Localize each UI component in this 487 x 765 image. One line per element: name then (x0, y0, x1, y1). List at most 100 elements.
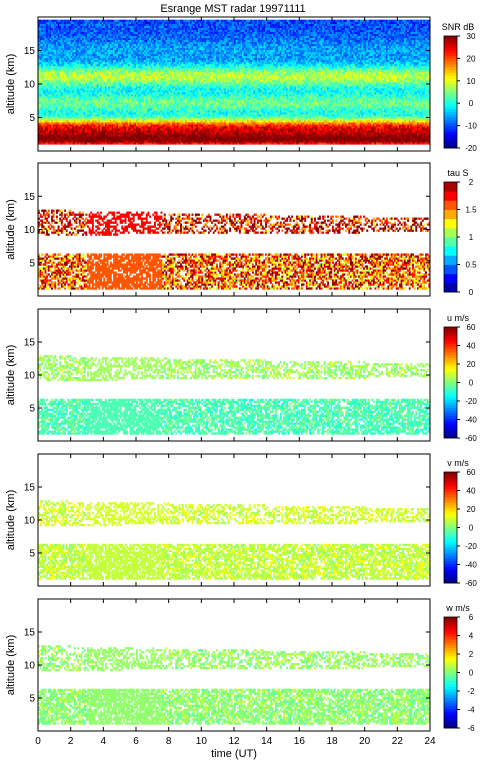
heatmap-cell (77, 45, 80, 49)
heatmap-cell (72, 59, 75, 63)
heatmap-cell (87, 43, 89, 47)
heatmap-cell (75, 112, 78, 115)
heatmap-cell (85, 88, 88, 91)
heatmap-cell (54, 130, 57, 133)
heatmap-cell (44, 98, 47, 101)
heatmap-cell (60, 61, 63, 65)
heatmap-cell (67, 41, 70, 45)
heatmap-cell (72, 25, 75, 29)
heatmap-cell (39, 39, 42, 43)
heatmap-cell (75, 49, 78, 53)
heatmap-cell (39, 114, 42, 117)
heatmap-cell (72, 27, 75, 31)
heatmap-cell (87, 33, 89, 37)
heatmap-cell (80, 59, 83, 63)
heatmap-cell (83, 81, 86, 85)
heatmap-cell (62, 142, 65, 145)
heatmap-cell (78, 128, 81, 131)
heatmap-cell (91, 23, 94, 27)
heatmap-cell (82, 134, 85, 137)
heatmap-cell (52, 31, 55, 35)
heatmap-cell (93, 112, 96, 115)
heatmap-cell (85, 116, 88, 119)
heatmap-cell (57, 61, 60, 65)
heatmap-cell (95, 100, 98, 103)
heatmap-cell (39, 27, 42, 31)
heatmap-cell (78, 59, 81, 63)
heatmap-cell (96, 114, 99, 117)
heatmap-cell (62, 49, 65, 53)
heatmap-cell (52, 84, 55, 87)
heatmap-cell (91, 110, 94, 113)
heatmap-cell (93, 84, 96, 87)
heatmap-cell (88, 126, 91, 129)
heatmap-cell (44, 116, 47, 119)
heatmap-cell (38, 94, 40, 97)
heatmap-cell (38, 35, 40, 39)
heatmap-cell (64, 59, 67, 63)
heatmap-cell (54, 39, 57, 43)
heatmap-cell (42, 94, 45, 97)
heatmap-cell (95, 142, 98, 145)
heatmap-cell (77, 29, 80, 33)
heatmap-cell (83, 124, 86, 127)
heatmap-cell (80, 73, 83, 77)
heatmap-cell (82, 102, 85, 105)
heatmap-cell (78, 122, 81, 125)
heatmap-cell (85, 75, 88, 79)
heatmap-cell (82, 59, 85, 63)
heatmap-cell (64, 37, 67, 41)
heatmap-cell (51, 73, 53, 77)
heatmap-cell (69, 55, 71, 59)
heatmap-cell (83, 132, 86, 135)
heatmap-cell (75, 65, 78, 69)
heatmap-cell (91, 88, 94, 91)
heatmap-cell (65, 140, 68, 143)
heatmap-cell (42, 114, 45, 117)
heatmap-cell (91, 41, 94, 45)
heatmap-cell (41, 132, 44, 135)
heatmap-cell (62, 43, 65, 47)
heatmap-cell (60, 120, 63, 123)
heatmap-cell (67, 27, 70, 31)
heatmap-cell (96, 140, 99, 143)
heatmap-cell (88, 92, 91, 95)
heatmap-cell (95, 128, 98, 131)
heatmap-cell (85, 92, 88, 95)
heatmap-cell (90, 49, 93, 53)
heatmap-cell (73, 128, 76, 131)
heatmap-cell (57, 23, 60, 27)
heatmap-cell (82, 43, 85, 47)
heatmap-cell (42, 65, 45, 69)
heatmap-cell (47, 94, 50, 97)
heatmap-cell (49, 90, 52, 93)
heatmap-cell (75, 45, 78, 49)
heatmap-cell (67, 84, 70, 87)
heatmap-cell (60, 49, 63, 53)
heatmap-cell (41, 112, 44, 115)
heatmap-cell (47, 110, 50, 113)
heatmap-cell (88, 69, 91, 73)
heatmap-cell (47, 57, 50, 61)
heatmap-cell (70, 69, 73, 73)
heatmap-cell (65, 79, 68, 83)
heatmap-cell (44, 37, 47, 41)
heatmap-cell (95, 29, 98, 33)
heatmap-cell (60, 79, 63, 83)
heatmap-cell (88, 114, 91, 117)
heatmap-cell (42, 49, 45, 53)
heatmap-cell (83, 122, 86, 125)
heatmap-cell (95, 77, 98, 81)
heatmap-cell (54, 132, 57, 135)
heatmap-cell (54, 31, 57, 35)
heatmap-cell (91, 104, 94, 107)
heatmap-cell (47, 37, 50, 41)
heatmap-cell (77, 61, 80, 65)
heatmap-cell (73, 118, 76, 121)
heatmap-cell (77, 19, 80, 22)
heatmap-cell (46, 23, 49, 27)
heatmap-cell (49, 96, 52, 99)
heatmap-cell (41, 118, 44, 121)
heatmap-cell (83, 75, 86, 79)
heatmap-cell (60, 118, 63, 121)
